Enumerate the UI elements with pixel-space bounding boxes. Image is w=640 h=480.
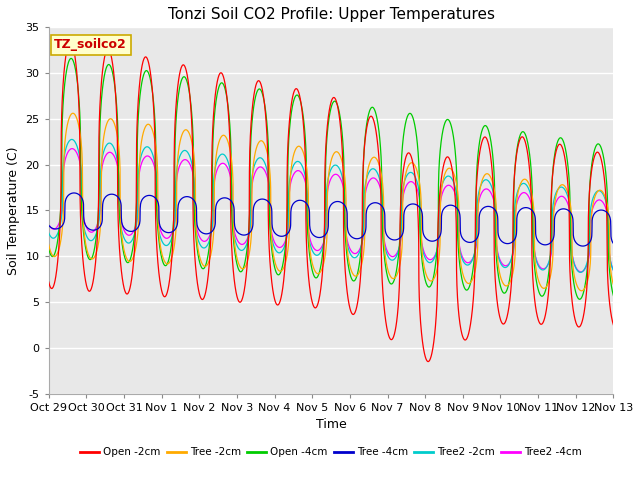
Text: TZ_soilco2: TZ_soilco2 (54, 38, 127, 51)
Legend: Open -2cm, Tree -2cm, Open -4cm, Tree -4cm, Tree2 -2cm, Tree2 -4cm: Open -2cm, Tree -2cm, Open -4cm, Tree -4… (76, 444, 586, 462)
Title: Tonzi Soil CO2 Profile: Upper Temperatures: Tonzi Soil CO2 Profile: Upper Temperatur… (168, 7, 495, 22)
Y-axis label: Soil Temperature (C): Soil Temperature (C) (7, 146, 20, 275)
X-axis label: Time: Time (316, 418, 346, 431)
